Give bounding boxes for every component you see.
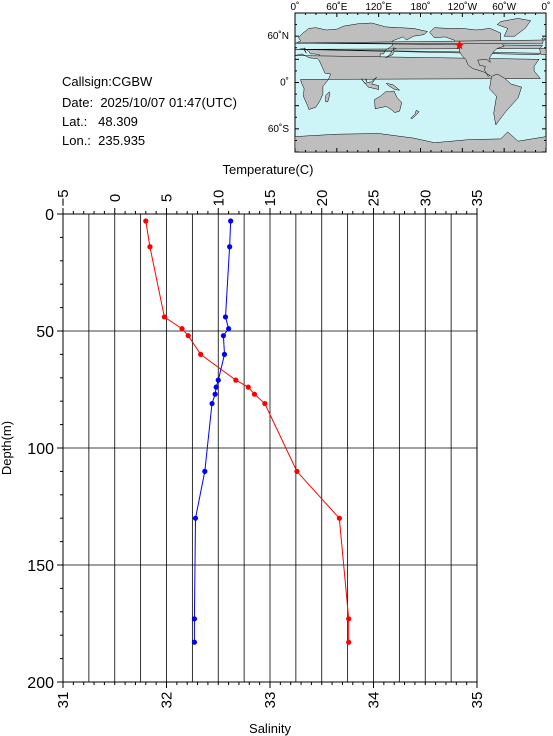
salinity-point bbox=[191, 616, 198, 622]
temperature-point bbox=[346, 639, 352, 645]
temperature-point bbox=[346, 616, 352, 622]
temperature-point bbox=[198, 351, 204, 357]
salinity-tick-label: 34 bbox=[366, 692, 383, 709]
temperature-tick-label: 30 bbox=[417, 190, 434, 207]
callsign-label: Callsign:CGBW bbox=[62, 74, 153, 89]
temperature-tick-label: 5 bbox=[159, 194, 176, 202]
salinity-point bbox=[209, 400, 215, 407]
landmass-new-zealand bbox=[410, 109, 420, 120]
temperature-axis-label: Temperature(C) bbox=[222, 162, 313, 177]
lat-label: Lat.: bbox=[62, 114, 88, 129]
lat-value: 48.309 bbox=[98, 114, 138, 129]
temperature-point bbox=[147, 244, 153, 250]
station-marker-icon bbox=[454, 40, 465, 50]
landmass-australia bbox=[374, 90, 402, 113]
map-lat-label: 0˚ bbox=[280, 77, 289, 89]
temperature-tick-label: 0 bbox=[107, 194, 124, 202]
temperature-point bbox=[161, 314, 168, 320]
temperature-point bbox=[143, 218, 149, 224]
map-lat-label: 60˚S bbox=[268, 123, 289, 135]
salinity-axis: 31 32 33 34 35 bbox=[55, 682, 486, 708]
landmass-uk bbox=[295, 37, 546, 45]
salinity-point bbox=[213, 384, 219, 390]
lon-label: Lon.: bbox=[62, 133, 91, 148]
depth-tick-label: 100 bbox=[27, 441, 54, 458]
landmass-north-america bbox=[429, 27, 505, 77]
landmass-madagascar bbox=[325, 91, 331, 103]
temperature-point bbox=[294, 468, 300, 474]
salinity-point bbox=[222, 314, 229, 320]
map-lat-label: 60˚N bbox=[267, 30, 289, 42]
map-land bbox=[294, 18, 547, 153]
depth-tick-label: 200 bbox=[27, 675, 54, 692]
temperature-point bbox=[262, 400, 268, 407]
map-lon-label: 0˚ bbox=[542, 1, 551, 13]
map-lon-label: 180˚ bbox=[410, 1, 430, 13]
temperature-axis: −5 0 5 10 15 20 25 30 35 bbox=[55, 189, 486, 214]
world-map: 0˚ 60˚E 120˚E 180˚ 120˚W 60˚W 0˚ 60˚N 0˚ 60˚S bbox=[267, 1, 551, 153]
temperature-point bbox=[245, 384, 251, 390]
depth-axis-label: Depth(m) bbox=[0, 421, 14, 475]
salinity-point bbox=[226, 326, 232, 332]
temperature-tick-label: 15 bbox=[262, 190, 279, 207]
map-lon-label: 60˚W bbox=[492, 1, 516, 13]
landmass-south-america bbox=[489, 73, 522, 126]
temperature-point bbox=[336, 515, 342, 521]
salinity-axis-label: Salinity bbox=[249, 721, 291, 736]
map-lon-label: 120˚W bbox=[448, 1, 478, 13]
date-line: Date: 2025/10/07 01:47(UTC) bbox=[62, 95, 237, 110]
chart-grid bbox=[62, 213, 478, 683]
salinity-point bbox=[220, 333, 227, 339]
temperature-point bbox=[179, 326, 185, 332]
salinity-tick-label: 33 bbox=[262, 692, 279, 709]
map-lon-label: 0˚ bbox=[291, 1, 300, 13]
lon-line: Lon.: 235.935 bbox=[62, 133, 145, 148]
salinity-point bbox=[192, 515, 199, 521]
depth-tick-label: 50 bbox=[36, 324, 54, 341]
temperature-point bbox=[233, 377, 239, 383]
landmass-japan bbox=[385, 47, 397, 59]
station-star-icon bbox=[454, 40, 465, 50]
lat-line: Lat.: 48.309 bbox=[62, 114, 138, 129]
map-lon-label: 60˚E bbox=[326, 1, 347, 13]
temperature-tick-label: 35 bbox=[469, 190, 486, 207]
temperature-tick-label: −5 bbox=[55, 189, 72, 206]
temperature-tick-label: 10 bbox=[210, 190, 227, 207]
landmass-indonesia bbox=[360, 76, 379, 90]
salinity-tick-label: 31 bbox=[55, 692, 72, 709]
temperature-profile-line bbox=[145, 220, 350, 643]
temperature-tick-label: 20 bbox=[314, 190, 331, 207]
profile-chart: −5 0 5 10 15 20 25 30 35 31 32 33 34 35 050100150200… bbox=[0, 162, 486, 736]
salinity-point bbox=[212, 391, 218, 397]
salinity-profile-line bbox=[193, 220, 232, 643]
map-longitude-labels: 0˚ 60˚E 120˚E 180˚ 120˚W 60˚W 0˚ bbox=[291, 1, 551, 13]
salinity-point bbox=[215, 377, 221, 383]
salinity-point bbox=[227, 244, 233, 250]
salinity-point bbox=[202, 468, 208, 474]
landmass-new-guinea bbox=[385, 82, 401, 91]
date-label: Date: bbox=[62, 95, 94, 110]
map-lon-label: 120˚E bbox=[365, 1, 392, 13]
date-value: 2025/10/07 01:47(UTC) bbox=[100, 95, 237, 110]
salinity-point bbox=[221, 351, 228, 357]
landmass-greenwich-wrap bbox=[539, 48, 547, 55]
temperature-point bbox=[251, 391, 258, 397]
landmass-greenland bbox=[496, 18, 532, 37]
temperature-tick-label: 25 bbox=[366, 190, 383, 207]
lon-value: 235.935 bbox=[98, 133, 146, 148]
depth-axis: 0 50 100 150 200 bbox=[27, 207, 63, 692]
depth-tick-label: 150 bbox=[27, 558, 54, 575]
map-latitude-labels: 60˚N 0˚ 60˚S bbox=[267, 30, 289, 135]
salinity-tick-label: 32 bbox=[159, 692, 176, 709]
temperature-point bbox=[185, 333, 191, 339]
depth-tick-label: 0 bbox=[45, 207, 54, 224]
salinity-point bbox=[228, 218, 234, 224]
salinity-point bbox=[191, 639, 198, 645]
salinity-tick-label: 35 bbox=[469, 692, 486, 709]
map-frame-ticks bbox=[294, 12, 547, 153]
chart-series bbox=[143, 218, 352, 645]
